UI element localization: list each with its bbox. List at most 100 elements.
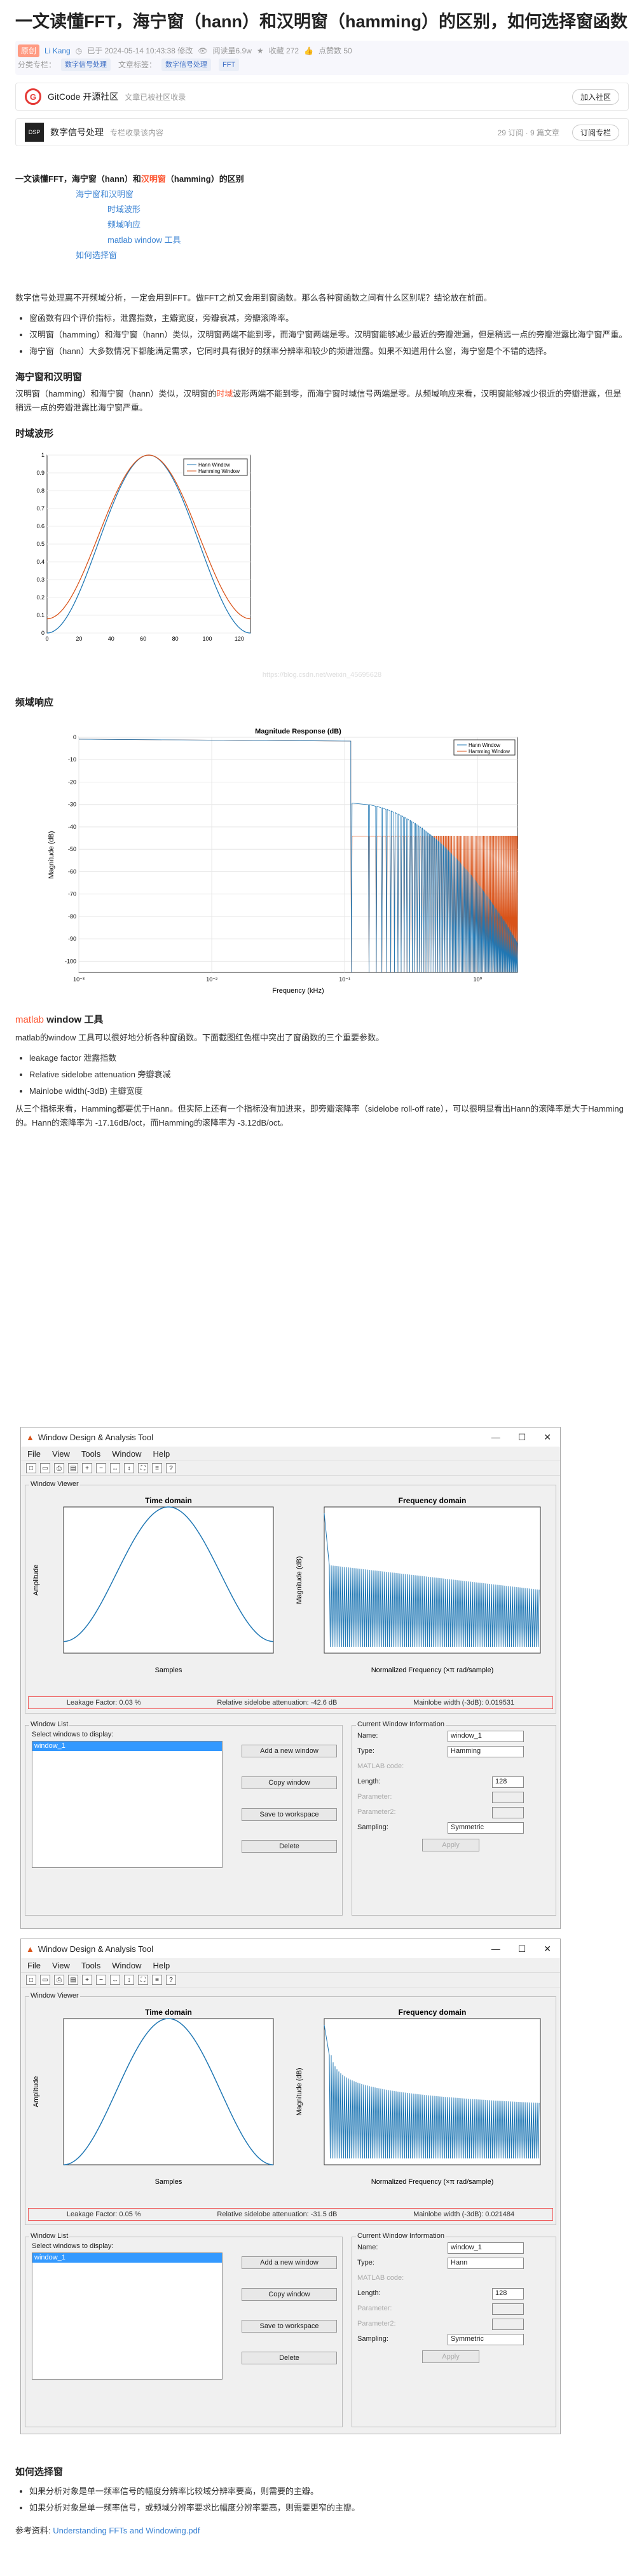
community-name[interactable]: GitCode 开源社区	[48, 92, 119, 102]
menu-tools[interactable]: Tools	[81, 1448, 101, 1459]
add-window-button[interactable]: Add a new window	[242, 2256, 337, 2269]
name-field[interactable]: window_1	[448, 2242, 524, 2254]
print-icon[interactable]: ⎙	[54, 1975, 64, 1985]
maximize-icon[interactable]: ☐	[517, 1943, 526, 1954]
open-icon[interactable]: ▭	[40, 1975, 50, 1985]
matlab-code-label: MATLAB code:	[357, 2274, 404, 2282]
window-title: Window Design & Analysis Tool	[38, 1432, 153, 1442]
sampling-select[interactable]: Symmetric	[448, 2334, 524, 2345]
select-prompt: Select windows to display:	[32, 2242, 114, 2250]
copy-window-button[interactable]: Copy window	[242, 1776, 337, 1789]
zoom-out-icon[interactable]: −	[96, 1463, 106, 1473]
toc-item[interactable]: 海宁窗和汉明窗	[76, 189, 134, 199]
list-item[interactable]: window_1	[32, 1741, 222, 1751]
length-label: Length:	[357, 1778, 381, 1785]
spectrum-curve	[324, 1513, 540, 1647]
y-tick-label: -10	[68, 756, 76, 763]
current-window-label: Current Window Information	[356, 2232, 446, 2240]
series-line	[46, 454, 251, 620]
matlab-paragraph: matlab的window 工具可以很好地分析各种窗函数。下面截图红色框中突出了…	[15, 1033, 384, 1042]
subscribe-column-button[interactable]: 订阅专栏	[572, 124, 619, 140]
legend-icon[interactable]: ≡	[152, 1463, 162, 1473]
print-icon[interactable]: ⎙	[54, 1463, 64, 1473]
sampling-select[interactable]: Symmetric	[448, 1822, 524, 1834]
save-workspace-button[interactable]: Save to workspace	[242, 2320, 337, 2333]
length-field[interactable]: 128	[492, 2288, 524, 2300]
menu-file[interactable]: File	[27, 1960, 41, 1970]
menu-window[interactable]: Window	[112, 1448, 142, 1459]
menu-help[interactable]: Help	[153, 1960, 170, 1970]
zoom-in-icon[interactable]: +	[82, 1975, 92, 1985]
y-tick-label: -40	[68, 824, 76, 830]
window-listbox[interactable]: window_1	[32, 2252, 223, 2380]
new-icon[interactable]: □	[26, 1975, 36, 1985]
toc-item[interactable]: 时域波形	[107, 205, 141, 214]
window-titlebar: ▲ Window Design & Analysis Tool — ☐ ✕	[21, 1428, 560, 1447]
menu-view[interactable]: View	[51, 1960, 70, 1970]
matlab-icon: ▲	[26, 1432, 34, 1442]
menu-file[interactable]: File	[27, 1448, 41, 1459]
reference-link[interactable]: Understanding FFTs and Windowing.pdf	[53, 2526, 200, 2535]
delete-button[interactable]: Delete	[242, 1840, 337, 1853]
series-line	[78, 739, 518, 973]
list-item: 如果分析对象是单一频率信号的幅度分辨率比较域分辨率要高，则需要的主瓣。	[29, 2484, 626, 2498]
help-icon[interactable]: ?	[166, 1463, 176, 1473]
summary-list: 窗函数有四个评价指标，泄露指数，主瓣宽度，旁瓣衰减，旁瓣滚降率。 汉明窗（ham…	[15, 311, 629, 358]
zoom-y-icon[interactable]: ↕	[124, 1463, 134, 1473]
star-icon[interactable]: ★	[256, 46, 264, 55]
thumb-icon[interactable]: 👍	[304, 46, 313, 55]
toc-item[interactable]: matlab window 工具	[107, 235, 181, 245]
window-title: Window Design & Analysis Tool	[38, 1944, 153, 1954]
y-axis-label: Magnitude (dB)	[296, 2068, 303, 2115]
zoom-out-icon[interactable]: −	[96, 1975, 106, 1985]
save-workspace-button[interactable]: Save to workspace	[242, 1808, 337, 1821]
column-name[interactable]: 数字信号处理	[50, 127, 104, 137]
page-title: 一文读懂FFT，海宁窗（hann）和汉明窗（hamming）的区别，如何选择窗函…	[15, 12, 627, 31]
tag-dsp[interactable]: 数字信号处理	[161, 58, 212, 71]
open-icon[interactable]: ▭	[40, 1463, 50, 1473]
zoom-y-icon[interactable]: ↕	[124, 1975, 134, 1985]
apply-button[interactable]: Apply	[422, 1839, 479, 1851]
length-field[interactable]: 128	[492, 1776, 524, 1788]
author-link[interactable]: Li Kang	[45, 46, 71, 55]
eye-icon: 👁	[198, 46, 208, 55]
help-icon[interactable]: ?	[166, 1975, 176, 1985]
tag-fft[interactable]: FFT	[219, 58, 240, 71]
y-tick-label: -70	[68, 891, 76, 897]
add-window-button[interactable]: Add a new window	[242, 1745, 337, 1757]
y-tick-label: -60	[68, 868, 76, 875]
zoom-x-icon[interactable]: ↔	[110, 1975, 120, 1985]
minimize-icon[interactable]: —	[491, 1431, 500, 1442]
delete-button[interactable]: Delete	[242, 2352, 337, 2364]
list-item[interactable]: window_1	[32, 2253, 222, 2263]
zoom-x-icon[interactable]: ↔	[110, 1463, 120, 1473]
print-preview-icon[interactable]: ▤	[68, 1463, 78, 1473]
maximize-icon[interactable]: ☐	[517, 1431, 526, 1442]
menu-help[interactable]: Help	[153, 1448, 170, 1459]
close-icon[interactable]: ✕	[544, 1431, 551, 1442]
menu-view[interactable]: View	[51, 1448, 70, 1459]
type-select[interactable]: Hann	[448, 2258, 524, 2269]
type-select[interactable]: Hamming	[448, 1746, 524, 1757]
sampling-label: Sampling:	[357, 1823, 388, 1831]
print-preview-icon[interactable]: ▤	[68, 1975, 78, 1985]
full-view-icon[interactable]: ⛶	[138, 1463, 148, 1473]
toc-item[interactable]: 如何选择窗	[76, 250, 118, 260]
toc-item[interactable]: 频域响应	[107, 220, 141, 229]
zoom-in-icon[interactable]: +	[82, 1463, 92, 1473]
x-tick-label: 120	[235, 636, 244, 642]
full-view-icon[interactable]: ⛶	[138, 1975, 148, 1985]
join-community-button[interactable]: 加入社区	[572, 88, 619, 105]
minimize-icon[interactable]: —	[491, 1943, 500, 1954]
menu-window[interactable]: Window	[112, 1960, 142, 1970]
copy-window-button[interactable]: Copy window	[242, 2288, 337, 2301]
menu-tools[interactable]: Tools	[81, 1960, 101, 1970]
category-tag[interactable]: 数字信号处理	[61, 58, 111, 71]
new-icon[interactable]: □	[26, 1463, 36, 1473]
legend-icon[interactable]: ≡	[152, 1975, 162, 1985]
apply-button[interactable]: Apply	[422, 2350, 479, 2363]
window-listbox[interactable]: window_1	[32, 1741, 223, 1868]
close-icon[interactable]: ✕	[544, 1943, 551, 1954]
name-field[interactable]: window_1	[448, 1731, 524, 1742]
